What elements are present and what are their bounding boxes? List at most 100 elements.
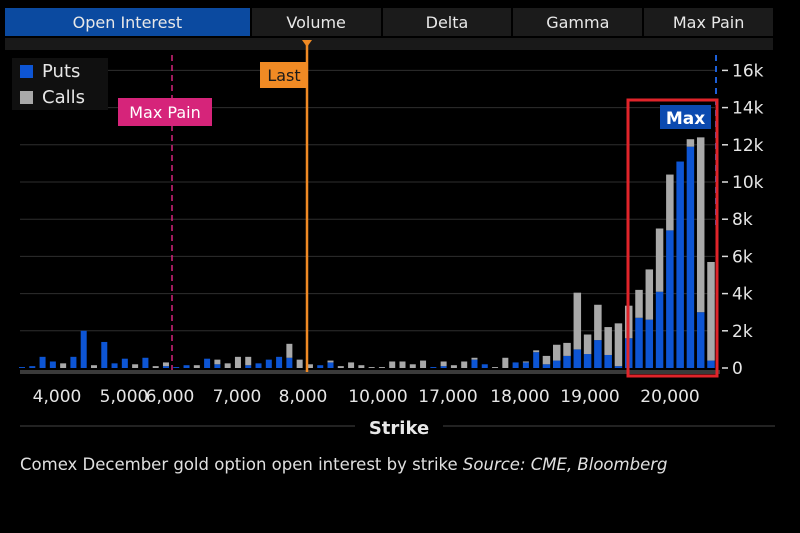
bar-calls — [492, 367, 499, 368]
legend-calls: Calls — [12, 84, 108, 110]
puts-swatch — [20, 64, 33, 78]
bar-calls — [152, 366, 159, 368]
bar-calls — [686, 139, 695, 147]
bar-calls — [635, 289, 643, 318]
bar-puts — [481, 364, 488, 368]
bar-calls — [461, 361, 468, 368]
bar-calls — [604, 327, 612, 355]
bar-calls — [224, 363, 231, 368]
bar-calls — [655, 228, 664, 292]
bar-puts — [533, 352, 540, 368]
tab-volume[interactable]: Volume — [251, 8, 381, 36]
x-tick-label: 18,000 — [490, 387, 549, 407]
x-tick-label: 4,000 — [33, 387, 82, 407]
bar-calls — [245, 356, 252, 366]
bar-calls — [573, 292, 582, 350]
bar-calls — [409, 364, 416, 368]
bar-calls — [399, 361, 406, 368]
bar-puts — [604, 354, 612, 368]
bar-puts — [162, 366, 169, 368]
bar-puts — [183, 365, 190, 368]
y-tick-label: 12k — [732, 136, 764, 156]
bar-puts — [583, 354, 592, 368]
bar-calls — [502, 357, 509, 368]
y-tick-label: 10k — [732, 173, 764, 193]
tab-delta[interactable]: Delta — [382, 8, 512, 36]
bar-calls — [389, 361, 396, 368]
x-tick-label: 19,000 — [560, 387, 619, 407]
y-tick-label: 4k — [732, 285, 753, 305]
axis-title-bg — [355, 415, 443, 437]
bar-puts — [707, 360, 715, 368]
bar-calls — [234, 356, 241, 368]
bar-calls — [696, 137, 705, 313]
x-tick-label: 20,000 — [640, 387, 699, 407]
bar-calls — [420, 360, 427, 368]
bar-calls — [594, 304, 602, 341]
bar-calls — [563, 342, 571, 356]
bar-puts — [594, 340, 602, 368]
bar-puts — [430, 367, 437, 368]
x-axis-title: Strike — [369, 418, 429, 439]
bar-calls — [327, 360, 334, 363]
x-tick-label: 10,000 — [348, 387, 407, 407]
bar-puts — [214, 364, 221, 368]
bar-puts — [101, 341, 108, 368]
bar-calls — [306, 364, 313, 368]
y-tick-label: 8k — [732, 210, 753, 230]
bar-puts — [121, 358, 128, 368]
y-tick-label: 14k — [732, 99, 764, 119]
bar-puts — [70, 356, 77, 368]
bar-puts — [80, 330, 87, 368]
bar-puts — [696, 312, 705, 368]
bar-calls — [337, 366, 344, 368]
bar-puts — [276, 356, 283, 368]
bar-puts — [49, 361, 56, 368]
bar-calls — [162, 362, 169, 367]
chart-caption: Comex December gold option open interest… — [20, 455, 667, 474]
x-tick-label: 7,000 — [213, 387, 262, 407]
bar-calls — [552, 344, 561, 361]
x-tick-label: 17,000 — [418, 387, 477, 407]
max-highlight-box — [626, 98, 719, 378]
max-pain-label-bg — [118, 98, 212, 126]
y-tick-label: 6k — [732, 247, 753, 267]
bar-calls — [666, 174, 674, 231]
bar-puts — [317, 365, 324, 368]
tab-gamma[interactable]: Gamma — [513, 8, 643, 36]
bar-puts — [173, 367, 180, 368]
bar-calls — [542, 355, 551, 365]
x-tick-label: 5,000 — [100, 387, 149, 407]
bar-puts — [655, 291, 664, 368]
legend-label: Calls — [42, 86, 85, 108]
tab-max-pain[interactable]: Max Pain — [644, 8, 773, 36]
max-badge-bg — [660, 105, 711, 129]
tab-open-interest[interactable]: Open Interest — [5, 8, 250, 36]
legend-label: Puts — [42, 60, 81, 82]
bar-calls — [214, 359, 221, 365]
max-pain-label: Max Pain — [129, 103, 200, 122]
bar-calls — [368, 367, 375, 368]
bar-puts — [666, 230, 674, 368]
legend: Puts Calls — [12, 58, 108, 110]
bar-calls — [296, 359, 303, 368]
bar-calls — [440, 361, 447, 367]
bar-calls — [645, 269, 654, 320]
bar-calls — [522, 361, 529, 363]
bar-calls — [378, 367, 385, 368]
bar-calls — [348, 362, 355, 368]
bar-puts — [39, 356, 46, 368]
bar-calls — [614, 323, 623, 367]
bar-calls — [471, 357, 478, 360]
bar-puts — [676, 161, 684, 368]
bar-puts — [327, 362, 334, 368]
bar-puts — [255, 363, 262, 368]
bar-puts — [563, 355, 571, 368]
max-badge: Max — [666, 109, 705, 129]
bar-puts — [573, 349, 582, 368]
range-strip[interactable] — [5, 38, 773, 50]
bar-calls — [533, 350, 540, 353]
bar-calls — [707, 261, 715, 361]
y-tick-label: 16k — [732, 61, 764, 81]
bar-puts — [111, 363, 118, 368]
